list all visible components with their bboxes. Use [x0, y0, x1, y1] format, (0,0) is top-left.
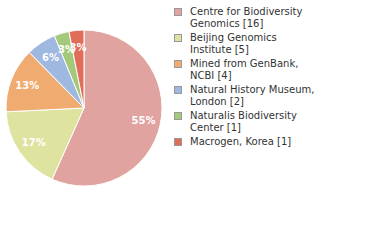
- svg-text:13%: 13%: [15, 80, 39, 91]
- svg-text:6%: 6%: [42, 52, 59, 63]
- html-text:Mined from GenBank, NCBI [4]: Mined from GenBank, NCBI [4]: [190, 58, 299, 81]
- html-text:Natural History Museum, London: Natural History Museum, London [2]: [190, 84, 315, 107]
- html-text:Centre for Biodiversity Genomi: Centre for Biodiversity Genomics [16]: [190, 6, 303, 29]
- html-text:Naturalis Biodiversity Center: Naturalis Biodiversity Center [1]: [190, 110, 297, 133]
- svg-text:17%: 17%: [22, 137, 46, 148]
- svg-text:3%: 3%: [70, 42, 87, 53]
- svg-text:3%: 3%: [58, 44, 75, 56]
- svg-text:55%: 55%: [132, 115, 156, 126]
- html-text:Macrogen, Korea [1]: Macrogen, Korea [1]: [190, 136, 292, 147]
- html-text:Beijing Genomics Institute [5]: Beijing Genomics Institute [5]: [190, 32, 277, 55]
